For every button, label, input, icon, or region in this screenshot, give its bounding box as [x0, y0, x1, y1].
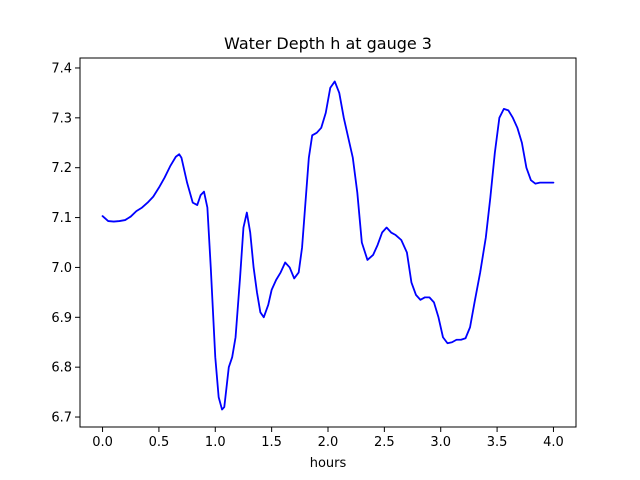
x-tick-label: 2.5: [374, 435, 395, 450]
series-line-0: [101, 80, 555, 411]
x-tick-label: 1.0: [205, 435, 226, 450]
y-tick-label: 6.7: [51, 411, 72, 426]
y-tick-label: 6.9: [51, 311, 72, 326]
y-tick-label: 7.1: [51, 211, 72, 226]
x-axis-ticks: 0.0 0.5 1.0 1.5 2.0 2.5 3.0 3.5 4.0: [92, 427, 564, 450]
y-tick-label: 7.3: [51, 111, 72, 126]
x-tick-label: 3.5: [487, 435, 508, 450]
x-tick-label: 0.0: [92, 435, 113, 450]
x-tick-label: 1.5: [261, 435, 282, 450]
y-axis-ticks: 6.7 6.8 6.9 7.0 7.1 7.2 7.3 7.4: [51, 61, 80, 426]
chart-title: Water Depth h at gauge 3: [224, 34, 432, 53]
y-tick-label: 6.8: [51, 361, 72, 376]
x-tick-label: 0.5: [149, 435, 170, 450]
y-tick-label: 7.2: [51, 161, 72, 176]
x-axis-label: hours: [310, 456, 347, 471]
y-tick-label: 7.4: [51, 61, 72, 76]
plot-area: [101, 80, 555, 411]
y-tick-label: 7.0: [51, 261, 72, 276]
x-tick-label: 3.0: [430, 435, 451, 450]
x-tick-label: 2.0: [318, 435, 339, 450]
x-tick-label: 4.0: [543, 435, 564, 450]
